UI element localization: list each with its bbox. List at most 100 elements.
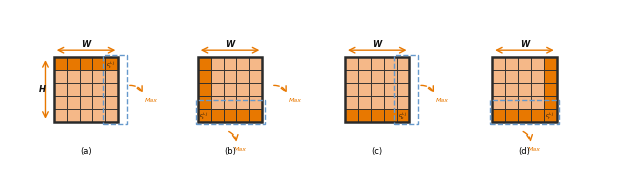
- Bar: [67, 70, 79, 83]
- Bar: [250, 83, 262, 96]
- Bar: [79, 70, 92, 83]
- Bar: [67, 83, 79, 96]
- Bar: [492, 83, 505, 96]
- Bar: [544, 83, 557, 96]
- Bar: [544, 109, 557, 122]
- Bar: [250, 96, 262, 109]
- Text: $c_t^{i,j}$: $c_t^{i,j}$: [106, 59, 115, 70]
- Bar: [211, 96, 223, 109]
- Bar: [383, 57, 397, 70]
- Bar: [358, 70, 371, 83]
- Bar: [345, 96, 358, 109]
- Text: H: H: [39, 85, 46, 94]
- Bar: [492, 57, 505, 70]
- Bar: [358, 96, 371, 109]
- Bar: [79, 83, 92, 96]
- Bar: [518, 57, 531, 70]
- Text: $c_t^{i,j}$: $c_t^{i,j}$: [199, 111, 208, 122]
- Bar: [223, 70, 236, 83]
- Text: $c_b^{i,j}$: $c_b^{i,j}$: [397, 111, 406, 122]
- Text: Max: Max: [234, 147, 247, 152]
- Bar: [505, 96, 518, 109]
- Bar: [67, 96, 79, 109]
- Bar: [196, 100, 264, 124]
- Text: Max: Max: [528, 147, 541, 152]
- Bar: [211, 70, 223, 83]
- Text: (c): (c): [372, 147, 383, 156]
- Bar: [544, 96, 557, 109]
- Bar: [518, 83, 531, 96]
- Bar: [198, 83, 211, 96]
- Bar: [397, 96, 410, 109]
- Bar: [198, 96, 211, 109]
- Bar: [358, 57, 371, 70]
- Text: (d): (d): [518, 147, 531, 156]
- Bar: [236, 109, 250, 122]
- Bar: [54, 83, 67, 96]
- Bar: [92, 70, 106, 83]
- Bar: [250, 57, 262, 70]
- Bar: [211, 109, 223, 122]
- Bar: [223, 96, 236, 109]
- Bar: [383, 96, 397, 109]
- Bar: [79, 57, 92, 70]
- Bar: [531, 109, 544, 122]
- Bar: [106, 109, 118, 122]
- Bar: [505, 83, 518, 96]
- Bar: [371, 57, 383, 70]
- Bar: [492, 96, 505, 109]
- Bar: [397, 109, 410, 122]
- Bar: [383, 83, 397, 96]
- Bar: [531, 83, 544, 96]
- Bar: [79, 109, 92, 122]
- Bar: [345, 57, 358, 70]
- Bar: [236, 96, 250, 109]
- Bar: [54, 96, 67, 109]
- Bar: [531, 70, 544, 83]
- Bar: [531, 57, 544, 70]
- Bar: [394, 55, 418, 124]
- Bar: [92, 57, 106, 70]
- Bar: [518, 96, 531, 109]
- Bar: [383, 70, 397, 83]
- Text: Max: Max: [145, 99, 157, 103]
- Bar: [397, 70, 410, 83]
- Text: (a): (a): [80, 147, 92, 156]
- Bar: [106, 57, 118, 70]
- Bar: [531, 96, 544, 109]
- Bar: [103, 55, 127, 124]
- Text: $c_r^{i,j}$: $c_r^{i,j}$: [545, 111, 554, 122]
- Bar: [397, 57, 410, 70]
- Bar: [358, 109, 371, 122]
- Bar: [371, 70, 383, 83]
- Text: W: W: [372, 40, 382, 49]
- Text: W: W: [225, 40, 235, 49]
- Bar: [236, 57, 250, 70]
- Text: W: W: [520, 40, 529, 49]
- Bar: [250, 109, 262, 122]
- Text: Max: Max: [289, 99, 301, 103]
- Text: (b): (b): [224, 147, 236, 156]
- Bar: [490, 100, 559, 124]
- Bar: [371, 83, 383, 96]
- Bar: [211, 57, 223, 70]
- Bar: [54, 57, 118, 122]
- Bar: [345, 109, 358, 122]
- Bar: [492, 109, 505, 122]
- Bar: [223, 109, 236, 122]
- Bar: [492, 57, 557, 122]
- Text: W: W: [81, 40, 91, 49]
- Bar: [383, 109, 397, 122]
- Bar: [371, 96, 383, 109]
- Text: Max: Max: [436, 99, 449, 103]
- Bar: [518, 70, 531, 83]
- Bar: [67, 57, 79, 70]
- Bar: [92, 109, 106, 122]
- Bar: [198, 109, 211, 122]
- Bar: [106, 83, 118, 96]
- Bar: [106, 70, 118, 83]
- Bar: [236, 83, 250, 96]
- Bar: [54, 57, 67, 70]
- Bar: [198, 57, 211, 70]
- Bar: [492, 70, 505, 83]
